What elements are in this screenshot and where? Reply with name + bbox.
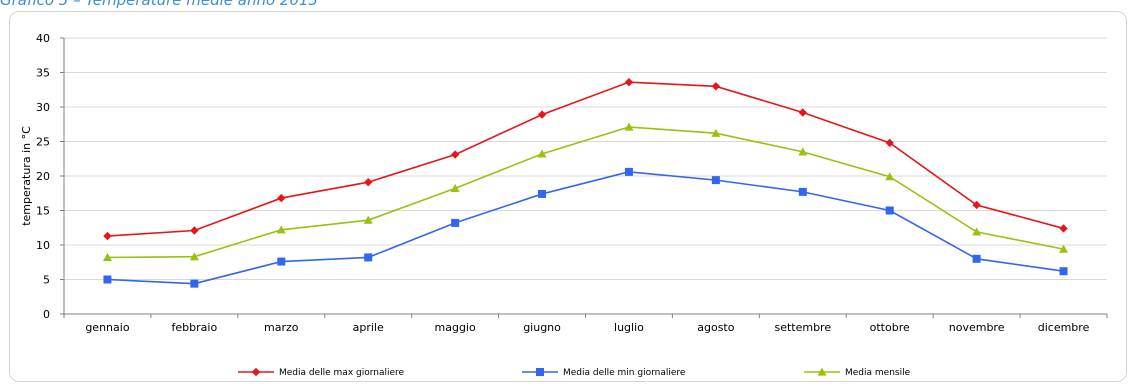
series-line-max (107, 81, 1064, 237)
data-point-mean (624, 122, 634, 131)
y-axis-title: temperatura in °C (20, 126, 33, 226)
data-point-max (1059, 224, 1068, 233)
y-tick-label: 35 (36, 67, 50, 80)
data-point-max (103, 231, 112, 241)
data-point-max (711, 82, 721, 91)
y-tick-label: 10 (36, 239, 50, 252)
data-point-min (885, 206, 894, 215)
x-tick-label: giugno (523, 321, 561, 334)
data-point-mean (363, 215, 373, 224)
y-tick-label: 30 (36, 101, 50, 114)
data-point-max (364, 178, 373, 187)
data-point-max (277, 193, 286, 203)
data-point-max (798, 108, 807, 117)
x-tick-label: agosto (697, 321, 734, 334)
y-tick-label: 25 (36, 136, 50, 149)
data-point-mean (189, 252, 199, 261)
x-tick-label: febbraio (172, 321, 218, 334)
x-tick-label: novembre (949, 321, 1005, 334)
x-tick-label: gennaio (85, 321, 129, 334)
data-point-max (885, 138, 894, 148)
data-point-mean (450, 183, 460, 193)
chart-caption: Grafico 3 – Temperature medie anno 2013 (0, 0, 319, 9)
x-tick-label: dicembre (1038, 321, 1090, 334)
x-tick-label: ottobre (870, 321, 910, 334)
data-point-mean (276, 225, 286, 234)
legend-label: Media mensile (845, 368, 911, 378)
y-tick-label: 15 (36, 205, 50, 218)
series-line-mean (107, 126, 1064, 259)
data-point-mean (885, 172, 895, 181)
x-tick-label: settembre (774, 321, 831, 334)
legend-item-mean: Media mensile (804, 367, 911, 378)
data-point-min (103, 275, 112, 284)
data-point-min (798, 187, 807, 196)
series-line-min (107, 171, 1064, 285)
y-tick-label: 0 (43, 308, 50, 321)
data-point-mean (102, 252, 112, 262)
y-tick-label: 20 (36, 170, 50, 183)
data-point-max (450, 150, 460, 159)
legend-swatch-marker (251, 367, 261, 377)
data-point-min (1059, 267, 1068, 276)
y-tick-label: 40 (36, 32, 50, 45)
data-point-min (451, 218, 460, 227)
x-tick-label: marzo (264, 321, 299, 334)
legend-item-max: Media delle max giornaliere (238, 367, 405, 378)
data-point-min (711, 176, 720, 185)
data-point-min (190, 279, 199, 288)
legend-item-min: Media delle min giornaliere (522, 368, 686, 378)
data-point-max (624, 77, 634, 87)
data-point-max (537, 110, 547, 119)
data-point-max (190, 226, 199, 235)
legend-swatch-marker (817, 367, 827, 376)
data-point-mean (798, 147, 808, 156)
y-tick-label: 5 (43, 274, 50, 287)
data-point-min (277, 257, 286, 266)
legend-label: Media delle max giornaliere (279, 368, 405, 378)
data-point-max (972, 200, 981, 210)
x-tick-label: luglio (614, 321, 644, 334)
legend-label: Media delle min giornaliere (563, 368, 686, 378)
data-point-mean (711, 128, 721, 137)
data-point-min (624, 167, 633, 176)
data-point-mean (972, 227, 982, 236)
data-point-mean (1059, 244, 1069, 253)
data-point-min (364, 253, 373, 262)
data-point-mean (537, 149, 547, 158)
data-point-min (538, 189, 547, 198)
x-tick-label: maggio (435, 321, 476, 334)
data-point-min (972, 254, 981, 263)
legend-swatch-marker (536, 368, 544, 376)
x-tick-label: aprile (353, 321, 384, 334)
